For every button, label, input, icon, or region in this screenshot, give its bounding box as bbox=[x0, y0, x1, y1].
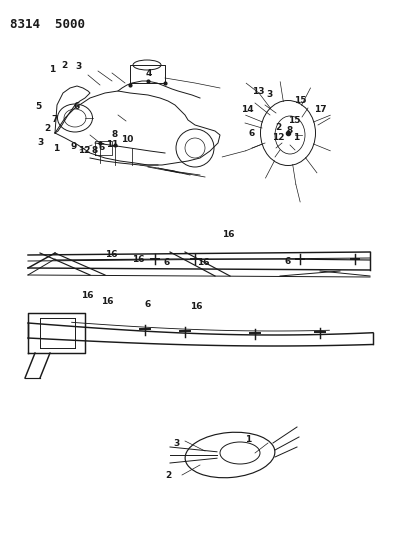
Text: 12: 12 bbox=[78, 146, 91, 155]
Text: 3: 3 bbox=[266, 91, 273, 99]
Text: 3: 3 bbox=[173, 439, 180, 448]
Text: 4: 4 bbox=[145, 69, 152, 77]
Text: 3: 3 bbox=[37, 138, 43, 147]
Text: 12: 12 bbox=[271, 133, 284, 142]
Text: 8: 8 bbox=[91, 146, 97, 155]
Text: 11: 11 bbox=[106, 141, 119, 149]
Text: 2: 2 bbox=[275, 124, 281, 132]
Text: 6: 6 bbox=[144, 301, 151, 309]
Text: 13: 13 bbox=[252, 87, 265, 96]
Text: 6: 6 bbox=[249, 129, 255, 138]
Text: 16: 16 bbox=[81, 292, 94, 300]
Text: 8: 8 bbox=[286, 126, 293, 135]
Text: 17: 17 bbox=[314, 105, 327, 114]
Text: 7: 7 bbox=[51, 116, 57, 124]
Text: 16: 16 bbox=[197, 258, 210, 266]
Text: 15: 15 bbox=[288, 117, 301, 125]
Text: 2: 2 bbox=[61, 61, 67, 69]
Text: 6: 6 bbox=[163, 258, 170, 266]
Text: 15: 15 bbox=[294, 96, 306, 104]
Text: 6: 6 bbox=[98, 143, 105, 152]
Text: 3: 3 bbox=[75, 62, 81, 71]
Text: 16: 16 bbox=[105, 251, 118, 259]
Text: 16: 16 bbox=[222, 230, 235, 239]
Text: 1: 1 bbox=[245, 435, 251, 444]
Text: 1: 1 bbox=[49, 65, 55, 74]
Text: 1: 1 bbox=[53, 144, 59, 152]
Text: 10: 10 bbox=[122, 135, 134, 144]
Text: 8314  5000: 8314 5000 bbox=[10, 18, 85, 31]
Text: 2: 2 bbox=[165, 471, 172, 480]
Text: 6: 6 bbox=[73, 102, 79, 111]
Text: 16: 16 bbox=[132, 255, 145, 264]
Text: 16: 16 bbox=[101, 297, 114, 305]
Text: 2: 2 bbox=[44, 125, 51, 133]
Text: 8: 8 bbox=[111, 130, 117, 139]
Text: 6: 6 bbox=[285, 257, 291, 265]
Text: 1: 1 bbox=[293, 133, 299, 142]
Text: 5: 5 bbox=[35, 102, 41, 111]
Text: 9: 9 bbox=[71, 142, 77, 150]
Text: 16: 16 bbox=[190, 302, 203, 311]
Text: 14: 14 bbox=[241, 105, 254, 114]
